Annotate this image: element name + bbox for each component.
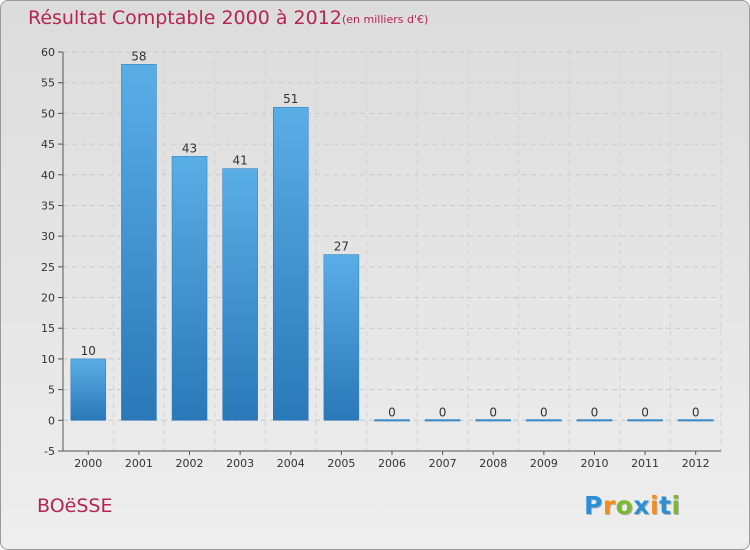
y-tick-label: 55 — [41, 77, 55, 90]
chart-title: Résultat Comptable 2000 à 2012 — [28, 7, 342, 29]
y-tick-label: 50 — [41, 107, 55, 120]
x-tick-label: 2006 — [378, 457, 406, 470]
bar — [526, 419, 562, 422]
x-tick-label: 2011 — [631, 457, 659, 470]
data-label: 27 — [334, 240, 349, 254]
y-tick-label: 40 — [41, 169, 55, 182]
logo-letter: i — [671, 491, 681, 520]
logo-letter: x — [633, 491, 650, 520]
bar — [424, 419, 461, 422]
logo-letter: P — [584, 491, 603, 520]
data-label: 0 — [692, 405, 700, 419]
bar — [677, 419, 714, 422]
y-tick-label: 45 — [41, 138, 55, 151]
data-label: 0 — [540, 405, 548, 419]
x-tick-label: 2003 — [226, 457, 254, 470]
x-tick-label: 2010 — [580, 457, 608, 470]
bar — [576, 419, 613, 422]
y-tick-label: 5 — [48, 384, 55, 397]
commune-name: BOëSSE — [37, 495, 113, 517]
x-tick-label: 2000 — [74, 457, 102, 470]
data-label: 58 — [131, 49, 146, 63]
grid-lines — [62, 51, 722, 452]
y-tick-label: 25 — [41, 261, 55, 274]
x-tick-label: 2002 — [176, 457, 204, 470]
data-label: 51 — [283, 92, 298, 106]
x-tick-label: 2001 — [125, 457, 153, 470]
data-label: 41 — [233, 154, 248, 168]
x-tick-label: 2008 — [479, 457, 507, 470]
bar — [70, 358, 107, 421]
bar — [323, 254, 360, 421]
bars — [70, 64, 714, 422]
bar — [374, 419, 410, 422]
y-tick-label: 0 — [48, 414, 55, 427]
y-tick-label: 15 — [41, 322, 55, 335]
bar — [171, 156, 208, 421]
y-tick-label: 60 — [41, 46, 55, 59]
labels: -505101520253035404550556010200058200143… — [41, 46, 710, 470]
unit-note: (en milliers d'€) — [342, 13, 429, 26]
y-tick-label: 35 — [41, 199, 55, 212]
bar — [222, 168, 258, 421]
bar — [475, 419, 511, 422]
y-tick-label: 30 — [41, 230, 55, 243]
data-label: 0 — [439, 405, 447, 419]
y-tick-label: 20 — [41, 292, 55, 305]
proxiti-logo: Proxiti — [584, 491, 681, 520]
logo-letter: o — [615, 491, 634, 520]
data-label: 0 — [591, 405, 599, 419]
bar — [121, 64, 157, 421]
x-tick-label: 2007 — [429, 457, 457, 470]
x-tick-label: 2009 — [530, 457, 558, 470]
x-tick-label: 2012 — [682, 457, 710, 470]
bar — [273, 106, 309, 421]
data-label: 0 — [641, 405, 649, 419]
logo-letter: t — [659, 491, 672, 520]
y-tick-label: 10 — [41, 353, 55, 366]
axes — [58, 51, 721, 455]
data-label: 10 — [81, 344, 96, 358]
logo-letter: r — [602, 491, 616, 520]
x-tick-label: 2004 — [277, 457, 305, 470]
data-label: 0 — [388, 405, 396, 419]
data-label: 0 — [489, 405, 497, 419]
bar — [627, 419, 663, 422]
logo-letter: i — [650, 491, 660, 520]
data-label: 43 — [182, 141, 197, 155]
x-tick-label: 2005 — [327, 457, 355, 470]
y-tick-label: -5 — [44, 445, 55, 458]
